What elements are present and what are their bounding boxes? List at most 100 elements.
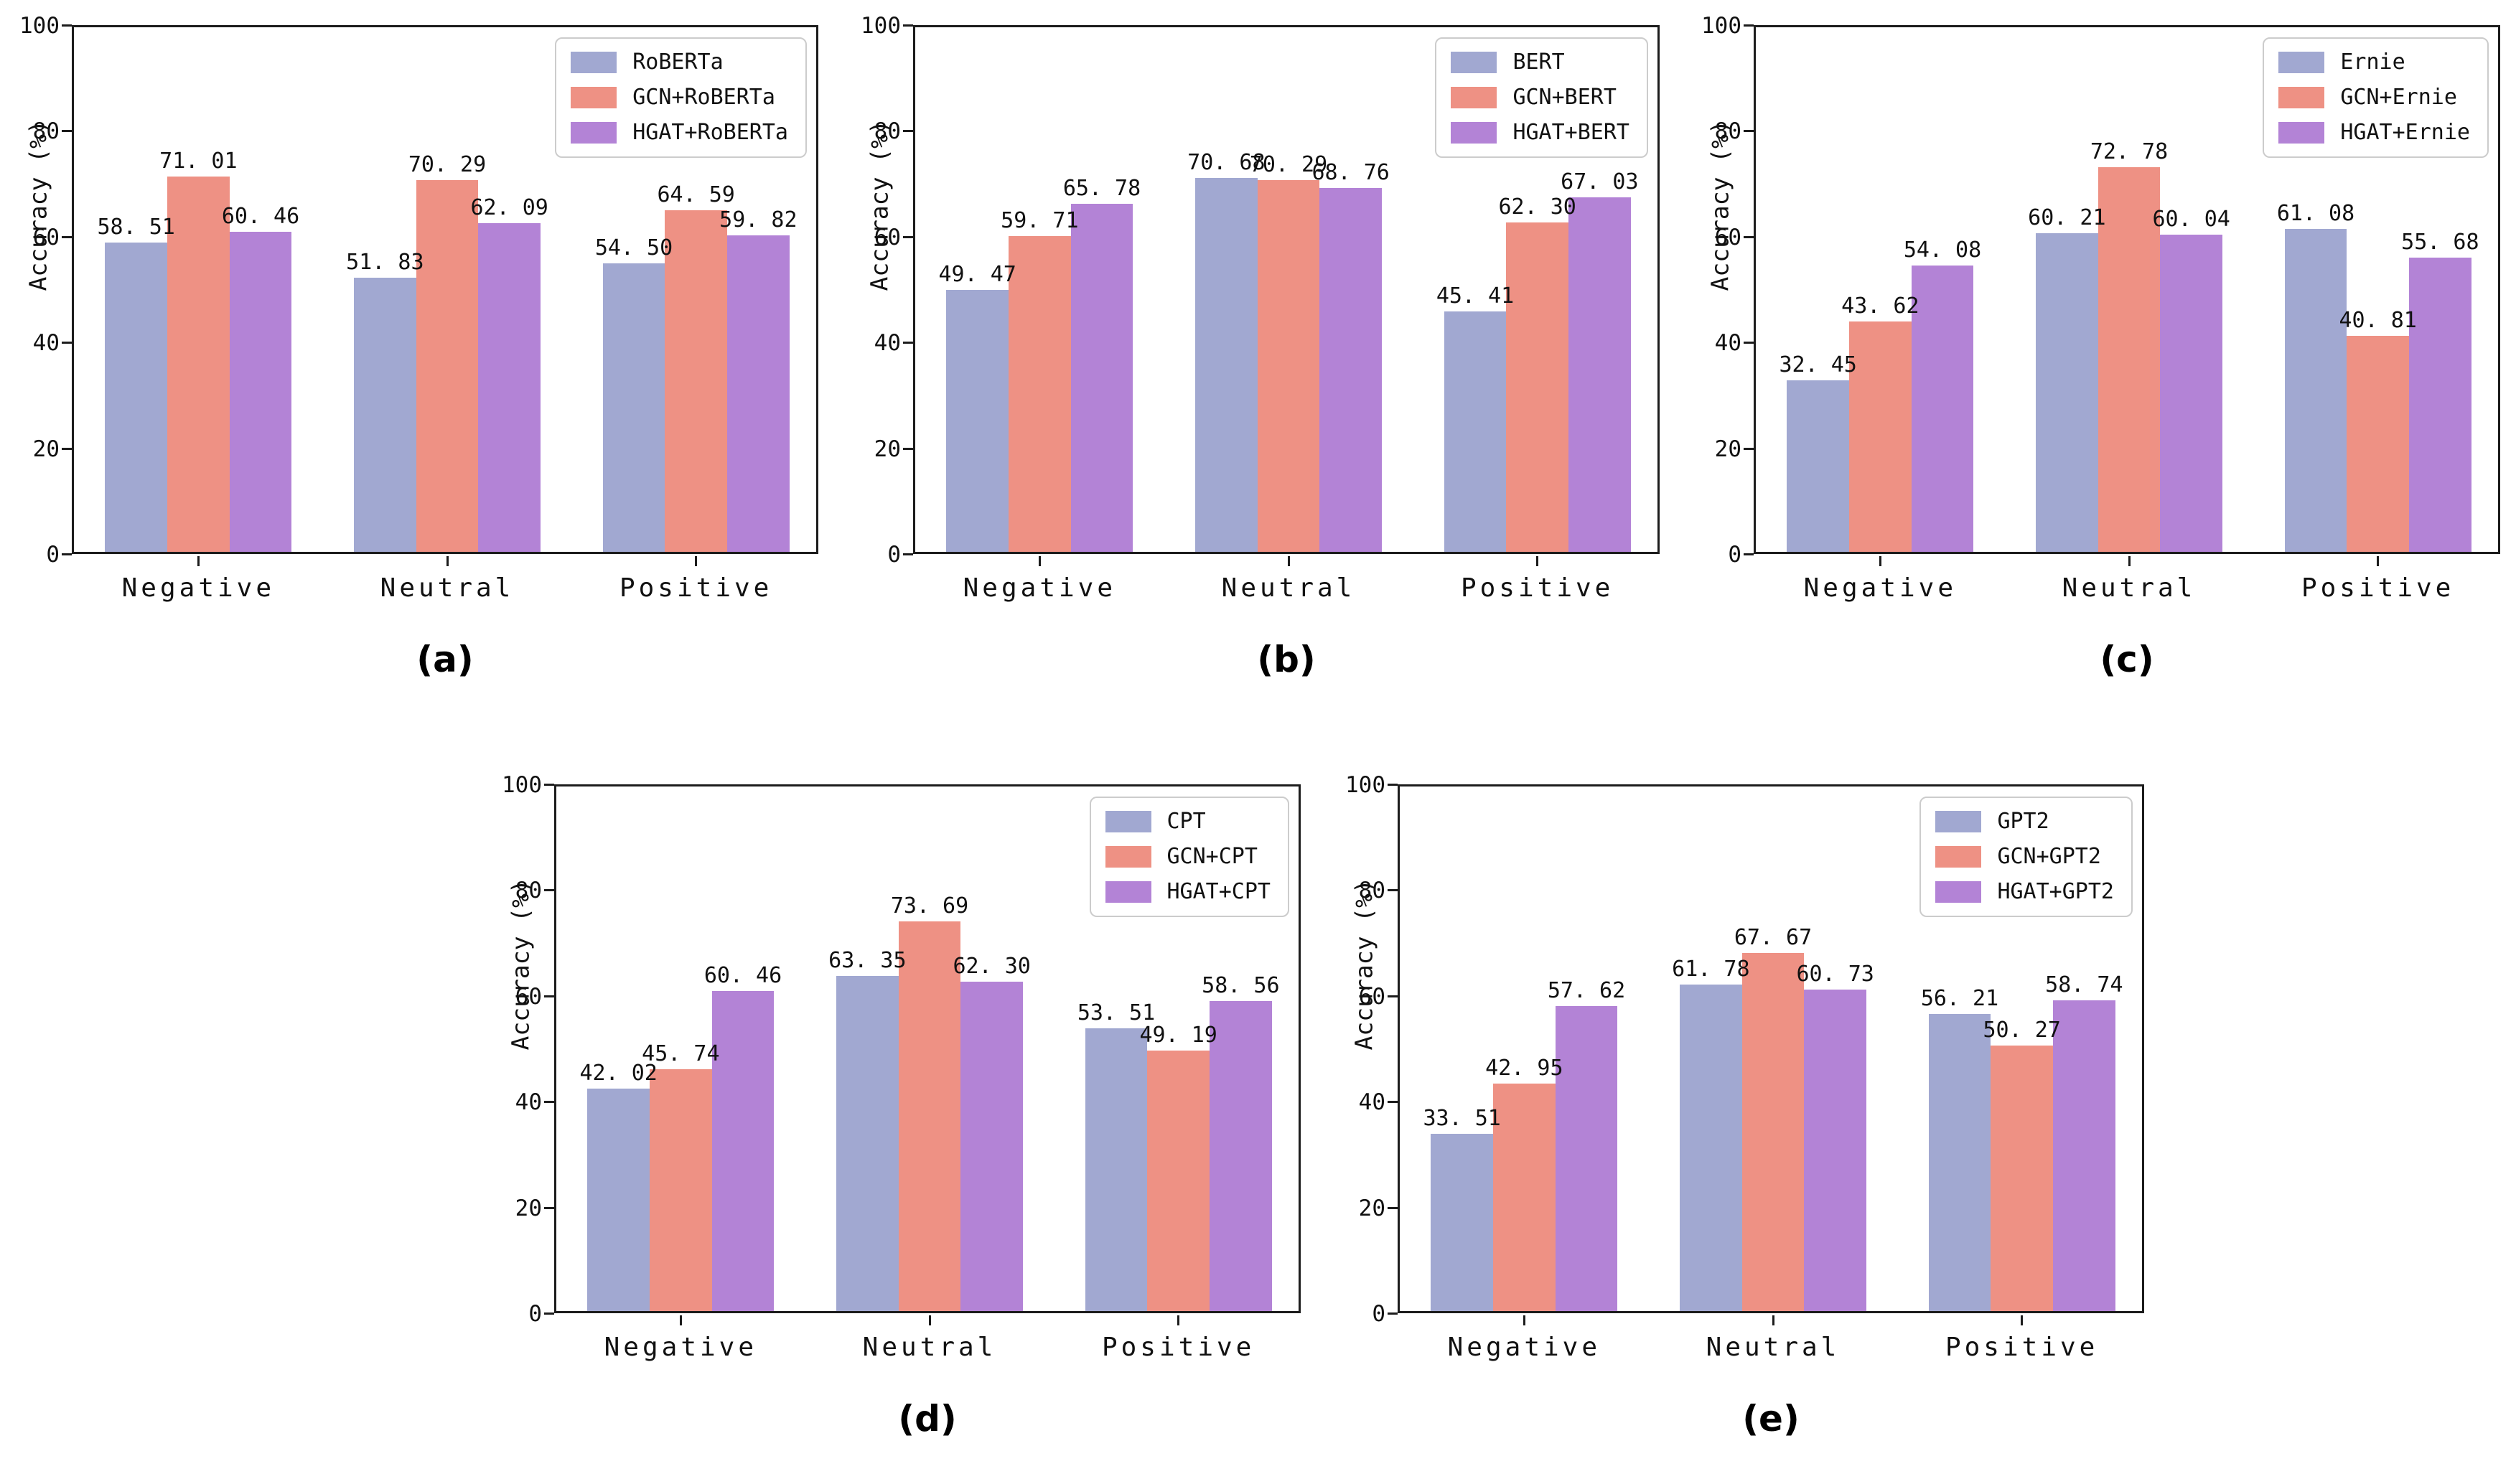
bar-roberta-neutral (354, 278, 416, 552)
legend-swatch-icon (1105, 846, 1151, 868)
y-tick-label: 80 (515, 878, 542, 904)
y-tick-label: 0 (887, 542, 901, 568)
bar-gcn-roberta-negative (167, 176, 230, 552)
bar-value-label: 65. 78 (1062, 176, 1141, 202)
bar-value-label: 70. 29 (1249, 151, 1328, 177)
x-tick-label-negative: Negative (121, 573, 276, 603)
chart-d-cpt: Accuracy (%) 42. 02 45. 74 60. 46 63. 35 73. … (500, 766, 1301, 1484)
y-tick-mark (1388, 889, 1398, 892)
legend-swatch-icon (571, 87, 617, 108)
bar-value-label: 57. 62 (1547, 978, 1626, 1004)
legend-swatch-icon (1935, 846, 1982, 868)
legend-label: HGAT+BERT (1512, 120, 1629, 145)
legend-label: GCN+Ernie (2340, 85, 2457, 110)
y-tick-label: 60 (874, 224, 901, 250)
legend-item: RoBERTa (571, 52, 788, 73)
y-tick-label: 80 (1358, 878, 1385, 904)
y-tick-mark (903, 447, 913, 450)
bar-hgat-cpt-positive (1210, 1001, 1272, 1311)
bar-value-label: 54. 08 (1903, 238, 1982, 263)
bar-gcn-bert-negative (1009, 235, 1071, 552)
bar-hgat-ernie-positive (2409, 257, 2471, 552)
y-tick-label: 20 (1358, 1195, 1385, 1221)
x-tick-label-positive: Positive (1945, 1333, 2099, 1362)
legend: Ernie GCN+Ernie HGAT+Ernie (2263, 37, 2489, 158)
bar-value-label: 60. 73 (1796, 962, 1874, 987)
bar-value-label: 40. 81 (2339, 308, 2417, 334)
x-tick-label-negative: Negative (1803, 573, 1958, 603)
legend-swatch-icon (1105, 881, 1151, 903)
bar-hgat-gpt2-positive (2053, 1000, 2115, 1311)
bar-ernie-neutral (2036, 233, 2098, 552)
legend-label: HGAT+CPT (1166, 879, 1271, 904)
bar-value-label: 54. 50 (594, 235, 673, 261)
bar-value-label: 60. 46 (703, 963, 782, 989)
legend: RoBERTa GCN+RoBERTa HGAT+RoBERTa (555, 37, 807, 158)
bar-value-label: 42. 95 (1485, 1056, 1563, 1081)
legend-swatch-icon (1451, 122, 1497, 144)
y-tick-mark (1744, 447, 1754, 450)
y-tick-label: 80 (1714, 118, 1741, 145)
y-tick-label: 80 (874, 118, 901, 145)
x-tick-label-negative: Negative (963, 573, 1117, 603)
bar-value-label: 33. 51 (1423, 1106, 1501, 1132)
x-tick-mark (1287, 556, 1290, 566)
bar-value-label: 73. 69 (890, 893, 969, 919)
legend-swatch-icon (1451, 87, 1497, 108)
bar-value-label: 70. 29 (408, 151, 487, 177)
bar-gcn-ernie-neutral (2098, 166, 2161, 552)
y-tick-label: 40 (1358, 1089, 1385, 1116)
legend-item: GCN+CPT (1105, 846, 1271, 868)
y-tick-label: 0 (1728, 542, 1741, 568)
x-tick-label-positive: Positive (1460, 573, 1614, 603)
legend-label: Ernie (2340, 50, 2405, 75)
bar-value-label: 58. 74 (2045, 972, 2123, 998)
bar-value-label: 59. 71 (1001, 207, 1079, 233)
legend-item: GCN+Ernie (2278, 87, 2470, 108)
bar-gpt2-negative (1431, 1134, 1493, 1311)
y-tick-mark (1388, 1206, 1398, 1209)
y-tick-mark (62, 553, 72, 555)
x-tick-mark (197, 556, 200, 566)
y-tick-mark (1388, 1312, 1398, 1315)
bar-value-label: 43. 62 (1841, 293, 1919, 319)
x-tick-label-positive: Positive (2301, 573, 2455, 603)
x-tick-label-positive: Positive (1101, 1333, 1255, 1362)
legend-label: HGAT+GPT2 (1997, 879, 2114, 904)
plot-area: 49. 47 59. 71 65. 78 70. 68 70. 29 68. 76 45. … (913, 25, 1660, 554)
y-tick-mark (903, 130, 913, 133)
x-tick-mark (2377, 556, 2380, 566)
bar-gpt2-neutral (1680, 984, 1742, 1311)
y-tick-label: 100 (502, 772, 542, 798)
y-tick-mark (903, 342, 913, 344)
bar-cpt-negative (587, 1089, 650, 1311)
x-tick-label-neutral: Neutral (2062, 573, 2197, 603)
y-tick-mark (1388, 1101, 1398, 1104)
x-tick-label-negative: Negative (604, 1333, 758, 1362)
bar-value-label: 56. 21 (1920, 985, 1999, 1011)
x-tick-mark (1038, 556, 1041, 566)
bar-gcn-gpt2-neutral (1741, 953, 1805, 1311)
bar-cpt-neutral (836, 976, 899, 1311)
x-tick-label-positive: Positive (619, 573, 773, 603)
legend-swatch-icon (571, 122, 617, 144)
legend-item: CPT (1105, 811, 1271, 832)
bar-value-label: 70. 68 (1187, 150, 1266, 176)
legend-item: HGAT+Ernie (2278, 122, 2470, 144)
bar-value-label: 58. 56 (1202, 973, 1280, 999)
bar-gcn-ernie-positive (2347, 336, 2409, 552)
bar-value-label: 60. 46 (221, 204, 300, 230)
legend: GPT2 GCN+GPT2 HGAT+GPT2 (1919, 797, 2133, 917)
chart-a-roberta: Accuracy (%) 58. 51 71. 01 60. 46 51. 83 70. … (18, 7, 818, 725)
plot-area: 42. 02 45. 74 60. 46 63. 35 73. 69 62. 30 53. … (554, 784, 1301, 1313)
y-tick-mark (62, 447, 72, 450)
y-tick-mark (903, 553, 913, 555)
legend-label: HGAT+Ernie (2340, 120, 2470, 145)
y-tick-label: 20 (32, 436, 60, 462)
bar-gcn-bert-positive (1506, 222, 1568, 552)
legend-swatch-icon (1935, 811, 1982, 832)
bar-hgat-bert-neutral (1319, 188, 1382, 552)
y-axis-label: Accuracy (%) (865, 119, 894, 291)
plot-area: 58. 51 71. 01 60. 46 51. 83 70. 29 62. 09 54. … (72, 25, 818, 554)
y-tick-label: 40 (32, 330, 60, 357)
